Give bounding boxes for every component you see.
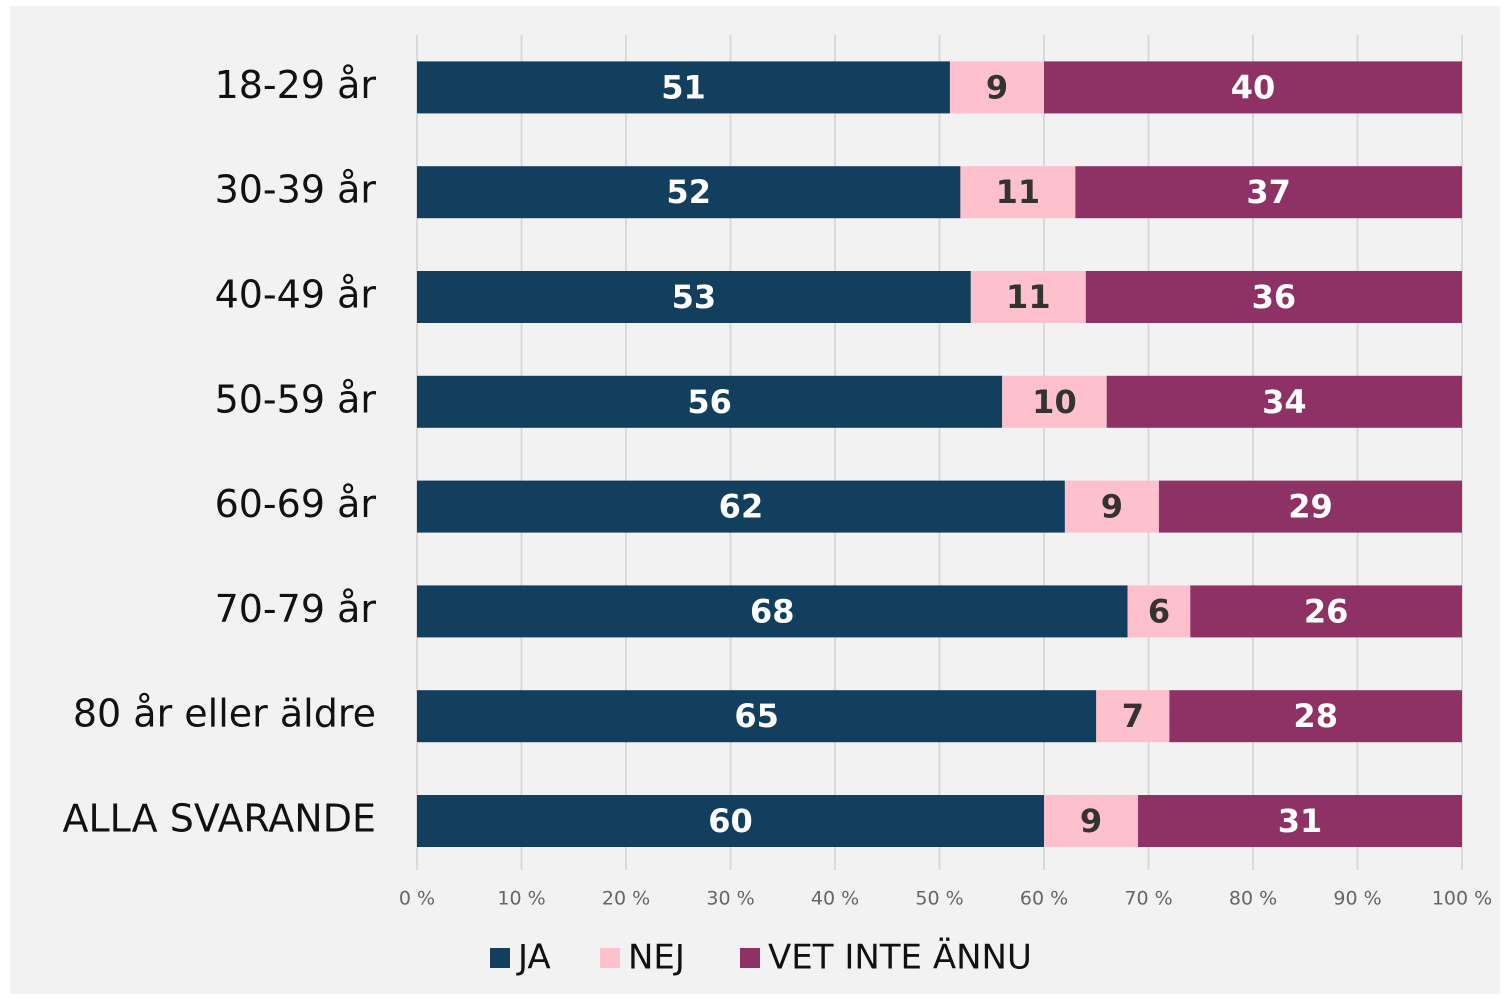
bar-segment: [417, 585, 1128, 638]
data-label: 53: [672, 278, 717, 316]
bar-segment: [417, 690, 1097, 743]
legend-label: VET INTE ÄNNU: [768, 938, 1032, 978]
data-label: 9: [1101, 488, 1123, 526]
data-label: 9: [1080, 802, 1102, 840]
category-label: 18-29 år: [215, 63, 377, 107]
category-label: 50-59 år: [215, 377, 377, 421]
data-label: 40: [1231, 68, 1276, 106]
data-label: 37: [1246, 173, 1291, 211]
data-label: 28: [1293, 697, 1338, 735]
bar-segment: [1106, 375, 1462, 428]
bar-segment: [417, 795, 1044, 847]
data-label: 7: [1122, 697, 1144, 735]
bar-segment: [1138, 795, 1462, 847]
bar-segment: [417, 166, 961, 219]
category-label: ALLA SVARANDE: [62, 797, 376, 841]
data-label: 6: [1148, 592, 1170, 630]
x-tick-label: 40 %: [811, 888, 859, 910]
legend-swatch: [490, 948, 510, 968]
x-tick-label: 0 %: [399, 888, 435, 910]
x-tick-label: 80 %: [1229, 888, 1277, 910]
bar-segment: [1190, 585, 1462, 638]
bar-segment: [1044, 795, 1139, 847]
bar-segment: [1127, 585, 1191, 638]
data-label: 34: [1262, 383, 1307, 421]
bar-segment: [417, 480, 1065, 533]
x-tick-label: 90 %: [1333, 888, 1381, 910]
legend-label: JA: [516, 938, 551, 978]
x-tick-label: 100 %: [1432, 888, 1492, 910]
data-label: 31: [1278, 802, 1323, 840]
x-tick-label: 60 %: [1020, 888, 1068, 910]
bar-segment: [417, 375, 1003, 428]
x-tick-label: 50 %: [915, 888, 963, 910]
legend-swatch: [600, 948, 620, 968]
bar-segment: [1096, 690, 1170, 743]
legend-swatch: [740, 948, 760, 968]
bar-segment: [417, 271, 971, 323]
data-label: 36: [1252, 278, 1297, 316]
data-label: 51: [661, 68, 706, 106]
category-label: 70-79 år: [215, 587, 377, 631]
x-tick-label: 20 %: [602, 888, 650, 910]
data-label: 60: [708, 802, 753, 840]
bar-segment: [417, 61, 950, 114]
data-label: 9: [986, 68, 1008, 106]
data-label: 29: [1288, 488, 1333, 526]
category-label: 30-39 år: [215, 168, 377, 212]
data-label: 68: [750, 592, 795, 630]
bar-segment: [1044, 61, 1462, 114]
bar-segment: [960, 166, 1076, 219]
data-label: 26: [1304, 592, 1349, 630]
data-label: 11: [996, 173, 1041, 211]
bar-segment: [1002, 375, 1107, 428]
bar-segment: [1085, 271, 1462, 323]
category-label: 40-49 år: [215, 273, 377, 317]
bar-segment: [1075, 166, 1462, 219]
category-label: 60-69 år: [215, 482, 377, 526]
data-label: 52: [666, 173, 711, 211]
bar-segment: [1158, 480, 1462, 533]
data-label: 56: [687, 383, 732, 421]
legend-label: NEJ: [628, 938, 685, 978]
x-tick-label: 70 %: [1124, 888, 1172, 910]
data-label: 62: [719, 488, 764, 526]
data-label: 10: [1032, 383, 1077, 421]
bar-segment: [949, 61, 1044, 114]
bar-segment: [970, 271, 1086, 323]
bar-segment: [1064, 480, 1159, 533]
x-tick-label: 30 %: [706, 888, 754, 910]
data-label: 11: [1006, 278, 1051, 316]
data-label: 65: [734, 697, 779, 735]
x-tick-label: 10 %: [497, 888, 545, 910]
bar-segment: [1169, 690, 1462, 743]
category-label: 80 år eller äldre: [73, 692, 376, 736]
